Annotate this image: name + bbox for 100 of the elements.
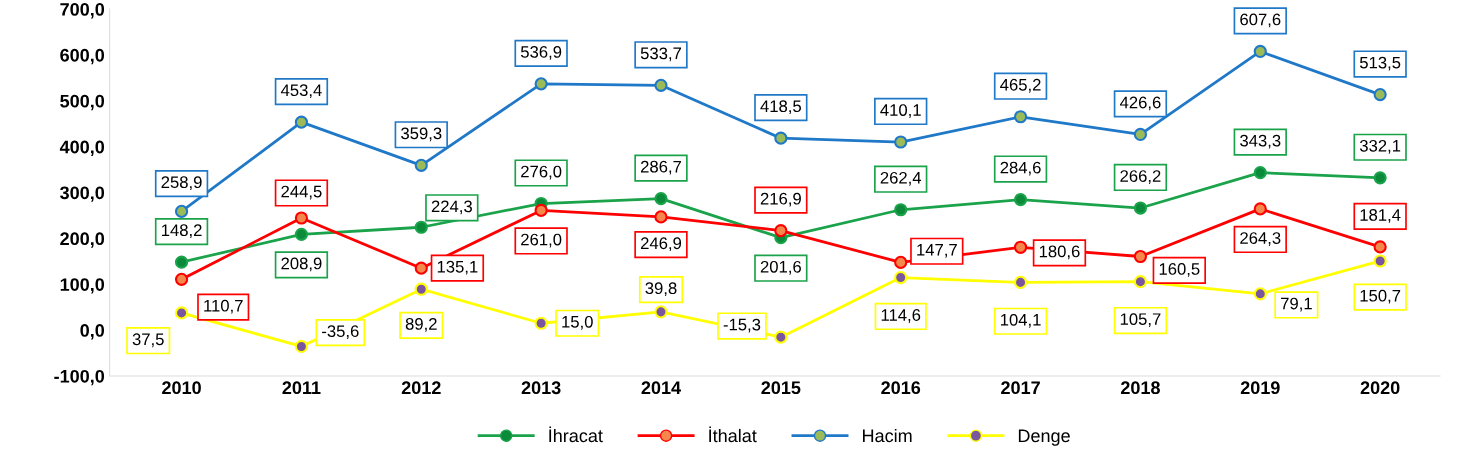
data-label: 286,7 [640, 160, 682, 175]
point [774, 224, 788, 238]
data-label: 181,4 [1360, 209, 1401, 223]
y-tick-label: 500,0 [60, 94, 105, 111]
data-label: 15,0 [562, 315, 593, 330]
data-label: 465,2 [1000, 78, 1041, 93]
data-label: 276,0 [521, 165, 562, 180]
point [1253, 202, 1267, 216]
y-tick-label: 0,0 [80, 324, 105, 340]
point [1373, 240, 1387, 254]
point [1253, 166, 1267, 180]
x-tick-label: 2017 [1001, 381, 1040, 395]
legend-label: İhracat [549, 426, 603, 443]
point [774, 131, 788, 145]
point [534, 77, 548, 91]
data-label: 244,5 [281, 185, 322, 200]
data-label: 262,4 [880, 171, 922, 186]
point [1133, 201, 1148, 215]
data-label: 105,7 [1120, 313, 1161, 327]
data-label: 533,7 [640, 47, 682, 62]
data-label: 180,6 [1039, 245, 1080, 260]
point [294, 115, 309, 129]
data-label: 343,3 [1240, 134, 1281, 149]
point [894, 135, 908, 149]
data-label: 224,3 [431, 200, 472, 215]
point [174, 255, 189, 269]
data-label: 39,8 [645, 282, 677, 297]
legend-label: İthalat [709, 426, 757, 443]
y-tick-label: 400,0 [59, 140, 105, 156]
data-label: 266,2 [1120, 170, 1161, 184]
point [1133, 275, 1148, 289]
data-label: 216,9 [760, 192, 801, 207]
x-tick-label: 2011 [282, 381, 321, 395]
point [894, 255, 908, 269]
legend-label: Hacim [863, 428, 912, 443]
point [414, 282, 428, 296]
point [1373, 254, 1387, 268]
data-label: 201,6 [760, 260, 801, 275]
point [654, 78, 668, 92]
point [174, 204, 189, 218]
x-tick-label: 2020 [1360, 381, 1400, 395]
point [654, 210, 668, 224]
data-label: 79,1 [1281, 297, 1312, 312]
data-label: 104,1 [1000, 313, 1041, 328]
y-tick-label: 300,0 [60, 186, 105, 202]
point [534, 203, 548, 218]
data-label: -35,6 [322, 325, 359, 340]
data-label: 261,0 [521, 233, 562, 248]
point [654, 192, 668, 206]
y-tick-label: 700,0 [60, 2, 105, 19]
point [1133, 127, 1148, 142]
point [1013, 110, 1028, 124]
data-label: 264,3 [1240, 232, 1281, 246]
point [774, 330, 788, 344]
data-label: 246,9 [640, 237, 682, 252]
x-tick-label: 2018 [1120, 381, 1160, 395]
data-label: 284,6 [1000, 161, 1041, 176]
y-tick-label: 600,0 [60, 48, 105, 65]
y-tick-label: -100,0 [54, 369, 105, 386]
point [534, 316, 548, 330]
data-label: 114,6 [881, 309, 921, 323]
data-label: 160,5 [1159, 263, 1200, 277]
point [414, 220, 428, 234]
data-label: 453,4 [280, 84, 322, 99]
point [294, 211, 309, 225]
point [174, 272, 189, 286]
data-label: 150,7 [1360, 289, 1401, 304]
x-tick-label: 2010 [162, 381, 201, 395]
x-tick-label: 2014 [641, 381, 681, 395]
point [1253, 44, 1267, 59]
data-label: 147,7 [917, 244, 957, 258]
data-label: 607,6 [1240, 13, 1281, 28]
legend-label: Denge [1018, 429, 1070, 446]
data-label: 536,9 [520, 45, 562, 60]
data-label: 426,6 [1119, 96, 1161, 111]
data-label: 513,5 [1359, 56, 1401, 71]
data-label: 418,5 [760, 100, 802, 115]
data-label: 37,5 [132, 333, 164, 348]
point [654, 305, 668, 319]
data-label: 135,1 [437, 260, 478, 275]
x-tick-label: 2013 [521, 381, 561, 395]
x-tick-label: 2016 [881, 381, 921, 395]
point [294, 339, 309, 354]
data-label: 89,2 [405, 317, 437, 332]
data-label: 258,9 [161, 176, 202, 191]
data-label: 110,7 [204, 299, 243, 314]
point [414, 158, 428, 172]
y-tick-label: 200,0 [60, 232, 105, 248]
point [174, 306, 189, 320]
point [1013, 240, 1028, 254]
x-tick-label: 2015 [761, 381, 801, 395]
data-label: 148,2 [161, 224, 202, 239]
point [1013, 192, 1028, 207]
y-tick-label: 100,0 [60, 278, 105, 294]
point [294, 227, 309, 241]
data-label: -15,3 [723, 318, 761, 333]
point [894, 203, 908, 217]
point [894, 270, 908, 285]
x-tick-label: 2019 [1240, 381, 1280, 395]
data-label: 410,1 [880, 104, 921, 118]
